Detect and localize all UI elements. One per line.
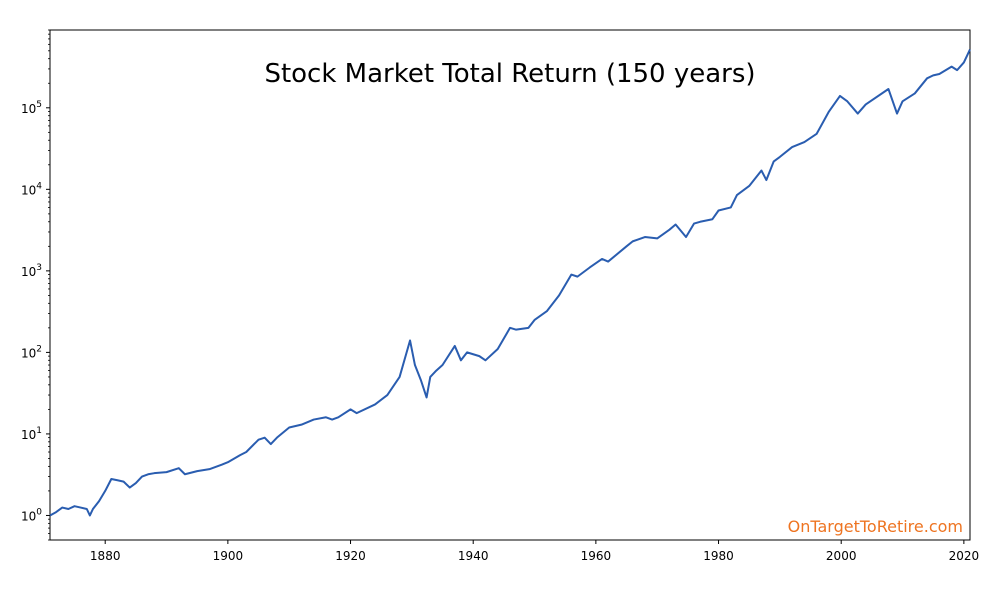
y-tick-label: 102 [21,344,42,360]
y-tick-label: 105 [21,100,42,116]
x-tick-label: 2020 [949,549,980,563]
x-ticks: 1880 1900 1920 1940 1960 1980 2000 2020 [90,540,979,563]
series-line [49,48,971,517]
x-tick-label: 2000 [826,549,857,563]
y-major-ticks: 100 101 102 103 104 105 [21,100,50,523]
y-tick-label: 100 [21,507,42,523]
y-tick-label: 104 [21,181,42,197]
x-tick-label: 1960 [581,549,612,563]
y-tick-label: 103 [21,263,42,279]
watermark-text: OnTargetToRetire.com [788,517,963,536]
x-tick-label: 1880 [90,549,121,563]
y-minor-ticks [48,29,50,541]
plot-area-frame [49,29,971,541]
x-tick-label: 1980 [703,549,734,563]
y-tick-label: 101 [21,426,42,442]
chart-title: Stock Market Total Return (150 years) [264,59,755,89]
x-tick-label: 1940 [458,549,489,563]
x-tick-label: 1920 [335,549,366,563]
x-tick-label: 1900 [213,549,244,563]
